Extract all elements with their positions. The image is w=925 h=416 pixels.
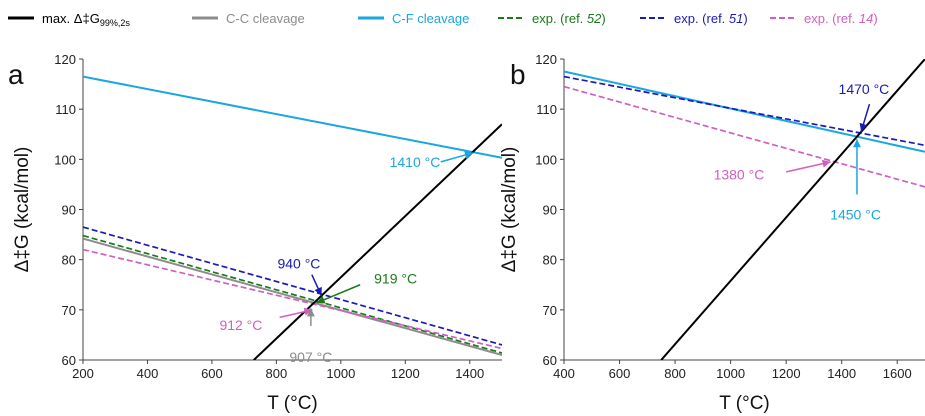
annotation-1: 940 °C xyxy=(277,256,323,297)
y-tick-label: 60 xyxy=(62,353,76,368)
annotation-label: 912 °C xyxy=(219,317,262,333)
x-tick-label: 800 xyxy=(266,366,288,381)
series-group xyxy=(83,75,502,360)
series-group xyxy=(564,59,925,360)
legend-label-e51: exp. (ref. 51) xyxy=(674,11,748,26)
annotation-label: 1470 °C xyxy=(839,81,890,97)
x-tick-label: 200 xyxy=(72,366,94,381)
series-line-e51 xyxy=(564,75,925,147)
panel-a: 60 70 80 90 100 110 120 200 400 600 800 1000 1200 140… xyxy=(8,52,502,414)
annotation-arrowhead xyxy=(316,296,326,304)
annotation-label: 1410 °C xyxy=(390,154,441,170)
panel-b: 60 70 80 90 100 110 120 400 600 800 1000 1200 1400 16… xyxy=(499,52,925,414)
y-tick-label: 100 xyxy=(54,152,76,167)
annotation-2: 919 °C xyxy=(316,271,417,304)
y-tick-label: 90 xyxy=(62,203,76,218)
annotation-arrowhead xyxy=(852,139,861,148)
series-line-max xyxy=(660,59,925,360)
y-tick-label: 80 xyxy=(62,253,76,268)
annotation-label: 919 °C xyxy=(374,271,417,287)
x-tick-label: 600 xyxy=(201,366,223,381)
y-tick-label: 110 xyxy=(536,102,557,117)
x-axis-label: T (°C) xyxy=(267,393,318,414)
series-line-e51 xyxy=(83,226,502,346)
x-tick-label: 1000 xyxy=(716,366,745,381)
legend-label-cc: C-C cleavage xyxy=(226,11,305,26)
annotation-0: 1410 °C xyxy=(390,151,474,170)
x-tick-label: 400 xyxy=(553,366,575,381)
series-line-cf xyxy=(83,75,502,159)
legend: max. Δ‡G99%,2s C-C cleavage C-F cleavage ex… xyxy=(8,11,878,28)
annotation-arrowhead xyxy=(464,151,473,159)
panel-label: a xyxy=(8,59,24,90)
x-tick-label: 1200 xyxy=(391,366,420,381)
x-tick-label: 1000 xyxy=(326,366,355,381)
x-tick-label: 1600 xyxy=(883,366,912,381)
annotation-0: 1470 °C xyxy=(839,81,890,132)
annotation-2: 1450 °C xyxy=(830,139,881,223)
legend-item-max: max. Δ‡G99%,2s xyxy=(8,11,130,28)
annotation-label: 1450 °C xyxy=(830,207,881,223)
legend-ref-number: 51 xyxy=(729,11,743,26)
x-tick-label: 1400 xyxy=(827,366,856,381)
x-tick-label: 1200 xyxy=(772,366,801,381)
series-line-e52 xyxy=(83,234,502,354)
legend-item-cf: C-F cleavage xyxy=(358,11,469,26)
legend-item-cc: C-C cleavage xyxy=(192,11,305,26)
legend-item-e52: exp. (ref. 52) xyxy=(498,11,606,26)
legend-item-e51: exp. (ref. 51) xyxy=(640,11,748,26)
legend-ref-close: ) xyxy=(873,11,877,26)
series-line-cc xyxy=(83,237,502,356)
y-axis-label: Δ‡G (kcal/mol) xyxy=(12,147,33,273)
legend-label-max: max. Δ‡G99%,2s xyxy=(42,11,130,28)
panel-label: b xyxy=(510,59,526,90)
legend-ref-number: 52 xyxy=(587,11,602,26)
y-tick-label: 90 xyxy=(543,203,557,218)
y-tick-label: 80 xyxy=(543,253,557,268)
annotation-4: 907 °C xyxy=(289,308,332,365)
y-tick-label: 110 xyxy=(55,102,76,117)
y-tick-label: 100 xyxy=(535,152,557,167)
annotation-1: 1380 °C xyxy=(714,159,831,182)
x-tick-label: 1400 xyxy=(455,366,484,381)
y-tick-label: 70 xyxy=(62,303,76,318)
annotation-arrowhead xyxy=(821,159,831,168)
annotation-3: 912 °C xyxy=(219,307,313,333)
legend-label-cf: C-F cleavage xyxy=(392,11,469,26)
annotation-arrowhead xyxy=(306,308,315,317)
annotation-arrowhead xyxy=(859,122,868,132)
y-tick-label: 70 xyxy=(543,303,557,318)
series-line-max xyxy=(253,123,502,360)
annotation-arrowhead xyxy=(314,286,322,296)
x-tick-label: 800 xyxy=(664,366,686,381)
y-tick-label: 120 xyxy=(54,52,76,67)
legend-item-e14: exp. (ref. 14) xyxy=(770,11,878,26)
x-tick-label: 400 xyxy=(137,366,159,381)
y-axis-label: Δ‡G (kcal/mol) xyxy=(499,147,520,273)
legend-ref-close: ) xyxy=(743,11,747,26)
x-tick-label: 600 xyxy=(609,366,631,381)
x-axis-label: T (°C) xyxy=(719,393,770,414)
legend-label-e14: exp. (ref. 14) xyxy=(804,11,878,26)
y-tick-label: 120 xyxy=(535,52,557,67)
annotation-label: 940 °C xyxy=(277,256,320,272)
legend-ref-number: 14 xyxy=(859,11,873,26)
legend-subscript: 99%,2s xyxy=(100,18,131,28)
legend-label-e52: exp. (ref. 52) xyxy=(532,11,606,26)
annotation-label: 907 °C xyxy=(289,349,332,365)
annotation-label: 1380 °C xyxy=(714,166,765,182)
legend-ref-close: ) xyxy=(601,11,605,26)
y-tick-label: 60 xyxy=(543,353,557,368)
